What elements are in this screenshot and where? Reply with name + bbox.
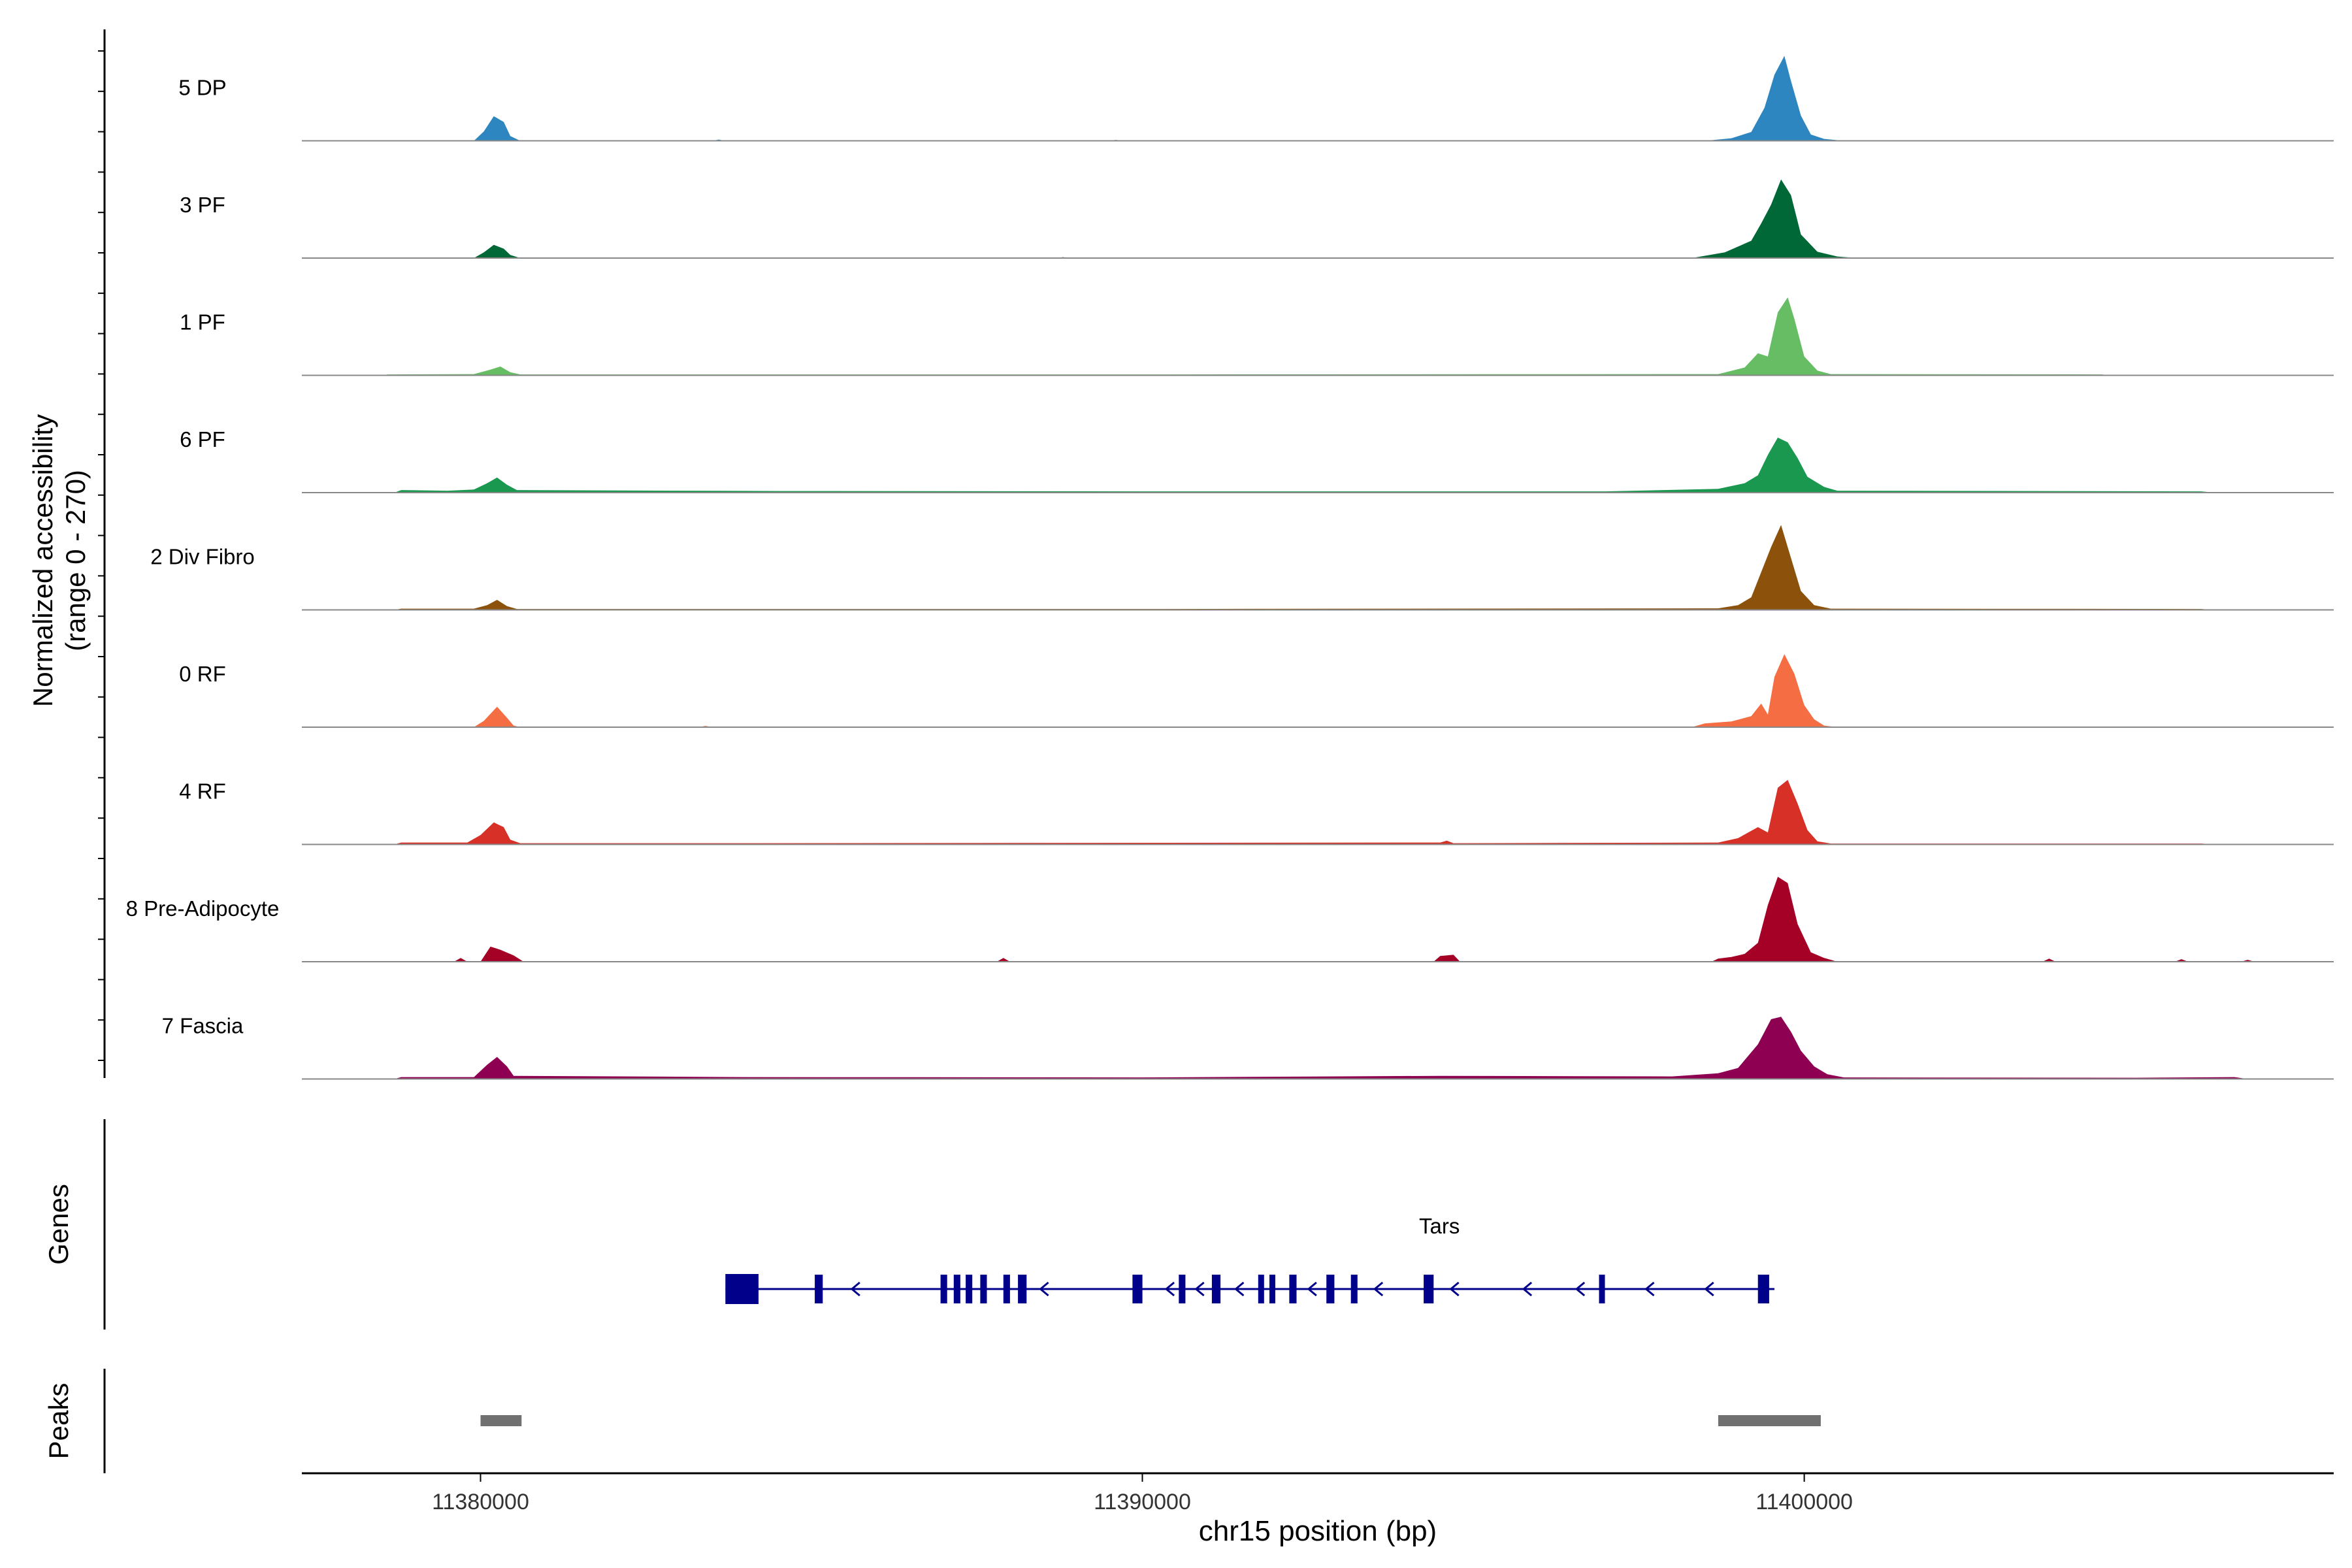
strand-arrow [1307, 1281, 1317, 1297]
track-5: 0 RF [179, 654, 2334, 728]
gene-exon [1258, 1275, 1264, 1303]
peak-region [480, 1415, 522, 1426]
strand-arrow [1194, 1281, 1205, 1297]
gene-exon [1289, 1275, 1297, 1303]
coverage-area [302, 654, 2334, 727]
gene-exon [1424, 1275, 1434, 1303]
gene-exon [1132, 1275, 1143, 1303]
gene-exon [1326, 1275, 1335, 1303]
y-tick-marks [98, 50, 105, 1061]
track-6: 4 RF [179, 779, 2334, 845]
gene-exon [1599, 1275, 1605, 1303]
genes-track-label: Genes [43, 1184, 74, 1265]
gene-exon [953, 1275, 960, 1303]
track-label: 8 Pre-Adipocyte [126, 896, 280, 921]
coverage-area [302, 525, 2334, 610]
gene-exon [966, 1275, 973, 1303]
strand-arrow [1373, 1281, 1384, 1297]
peak-layer [480, 1415, 1821, 1426]
gene-exon [940, 1275, 947, 1303]
strand-arrow [1644, 1281, 1655, 1297]
gene-exon [1179, 1275, 1186, 1303]
track-4: 2 Div Fibro [150, 525, 2334, 611]
x-axis-label: chr15 position (bp) [1199, 1515, 1437, 1547]
strand-arrow [850, 1281, 860, 1297]
gene-name: Tars [1419, 1214, 1460, 1238]
track-label: 4 RF [179, 779, 226, 804]
track-8: 7 Fascia [162, 1014, 2334, 1080]
track-label: 2 Div Fibro [150, 545, 255, 569]
gene-exon [725, 1274, 759, 1304]
coverage-area [302, 877, 2334, 962]
gene-layer: Tars [725, 1214, 1774, 1304]
coverage-area [302, 1017, 2334, 1079]
gene-exon [1003, 1275, 1010, 1303]
coverage-area [302, 297, 2334, 376]
x-tick-label: 11380000 [432, 1490, 529, 1514]
peaks-track-label: Peaks [43, 1383, 74, 1460]
coverage-area [302, 179, 2334, 258]
track-label: 7 Fascia [162, 1014, 244, 1038]
strand-arrow [1575, 1281, 1586, 1297]
x-tick-label: 11390000 [1094, 1490, 1191, 1514]
coverage-area [302, 56, 2334, 141]
gene-exon [1269, 1275, 1275, 1303]
tracks-layer: 5 DP 3 PF 1 PF 6 PF 2 Div Fibro 0 RF 4 RF 8 Pre… [126, 56, 2334, 1080]
x-tick-label: 11400000 [1756, 1490, 1853, 1514]
track-label: 3 PF [180, 193, 225, 217]
track-3: 6 PF [180, 427, 2334, 493]
coverage-y-axis [98, 29, 106, 1078]
strand-arrow [1039, 1281, 1049, 1297]
y-axis-range-label: (range 0 - 270) [60, 470, 91, 651]
track-label: 0 RF [179, 662, 226, 686]
strand-arrow [1449, 1281, 1460, 1297]
track-7: 8 Pre-Adipocyte [126, 877, 2334, 962]
gene-exon [1757, 1275, 1769, 1303]
gene-exon [1350, 1275, 1358, 1303]
strand-arrow [1234, 1281, 1245, 1297]
track-2: 1 PF [180, 297, 2334, 376]
peak-region [1718, 1415, 1821, 1426]
track-0: 5 DP [178, 56, 2334, 142]
gene-model: Tars [725, 1214, 1774, 1304]
track-label: 1 PF [180, 310, 225, 335]
gene-exon [815, 1275, 823, 1303]
track-1: 3 PF [180, 179, 2334, 259]
track-label: 6 PF [180, 427, 225, 451]
strand-arrow [1522, 1281, 1533, 1297]
strand-arrow [1704, 1281, 1714, 1297]
coverage-area [302, 437, 2334, 493]
gene-exon [980, 1275, 987, 1303]
strand-arrow [1164, 1281, 1175, 1297]
track-label: 5 DP [178, 76, 226, 100]
coverage-area [302, 779, 2334, 845]
x-ticks: 11380000 11390000 11400000 [432, 1473, 1853, 1514]
gene-exon [1211, 1275, 1221, 1303]
y-axis-label: Normalized accessibility [27, 414, 58, 707]
gene-exon [1018, 1275, 1027, 1303]
